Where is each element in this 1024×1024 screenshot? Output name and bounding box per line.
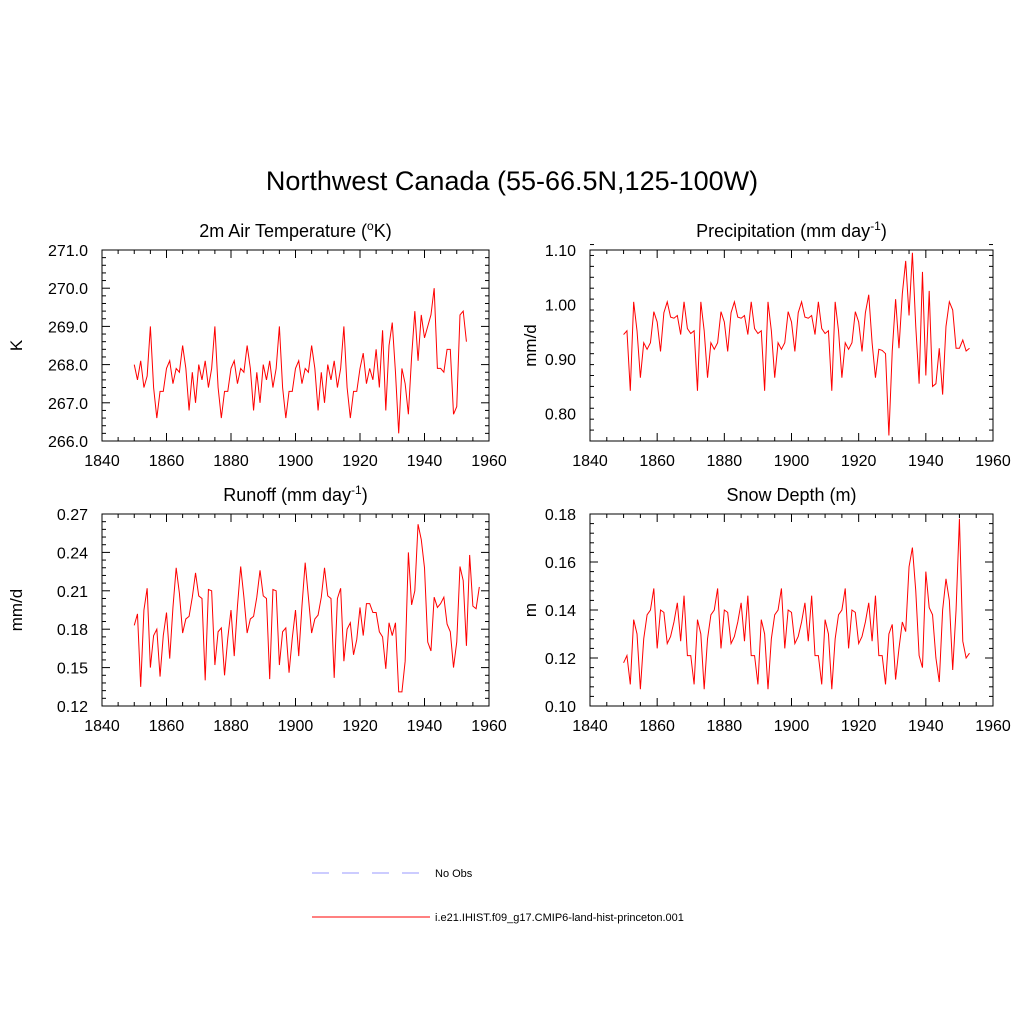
y-tick-label: 0.12 (57, 699, 88, 716)
x-tick-label: 1960 (975, 453, 1011, 470)
y-tick-label: 0.80 (545, 407, 576, 424)
x-tick-label: 1940 (908, 718, 944, 735)
y-tick-label: 0.24 (57, 545, 88, 562)
y-tick-label: 0.10 (545, 699, 576, 716)
x-tick-label: 1900 (774, 718, 810, 735)
panel-title-superscript: o (367, 219, 374, 233)
x-tick-label: 1840 (572, 718, 608, 735)
panel-title: Snow Depth (m) (726, 485, 856, 505)
y-tick-label: 271.0 (48, 243, 88, 260)
y-tick-label: 269.0 (48, 319, 88, 336)
series-line (133, 288, 467, 434)
legend: No Obs i.e21.IHIST.f09_g17.CMIP6-land-his… (312, 868, 684, 924)
panel-title-main: Runoff (mm day (223, 485, 351, 505)
y-axis-label: m (521, 603, 540, 617)
panel-title-tail: ) (362, 485, 368, 505)
panel-title: Runoff (mm day-1) (223, 483, 367, 505)
panel-air-temperature: 1840 1860 1880 1900 1920 1940 1960 266.0 267.0 26… (7, 219, 507, 470)
x-tick-label: 1840 (84, 718, 120, 735)
x-tick-label: 1900 (278, 718, 314, 735)
x-tick-label: 1940 (407, 453, 443, 470)
x-tick-label: 1860 (639, 453, 675, 470)
plot-frame (101, 249, 490, 442)
x-tick-label: 1840 (572, 453, 608, 470)
y-axis-label: mm/d (521, 324, 540, 367)
x-tick-label: 1840 (84, 453, 120, 470)
panel-runoff: 1840 1860 1880 1900 1920 1940 1960 0.12 0.15 0.18… (7, 483, 507, 735)
legend-label: No Obs (435, 868, 473, 880)
y-tick-label: 267.0 (48, 396, 88, 413)
x-tick-label: 1960 (975, 718, 1011, 735)
x-tick-label: 1920 (841, 718, 877, 735)
plot-frame (589, 249, 994, 442)
x-tick-label: 1900 (278, 453, 314, 470)
x-tick-label: 1920 (841, 453, 877, 470)
y-tick-label: 1.00 (545, 298, 576, 315)
panel-title-main: 2m Air Temperature ( (199, 221, 367, 241)
x-tick-label: 1880 (707, 453, 743, 470)
x-tick-label: 1880 (213, 453, 249, 470)
series-line (623, 252, 970, 436)
panel-title: Precipitation (mm day-1) (696, 219, 887, 241)
y-tick-label: 268.0 (48, 358, 88, 375)
y-axis-label: K (7, 339, 26, 351)
y-tick-label: 0.14 (545, 603, 576, 620)
x-tick-label: 1860 (149, 718, 185, 735)
y-tick-label: 0.18 (545, 507, 576, 524)
x-tick-label: 1960 (471, 718, 507, 735)
x-tick-label: 1940 (908, 453, 944, 470)
y-tick-label: 0.18 (57, 622, 88, 639)
x-tick-label: 1860 (149, 453, 185, 470)
y-axis-label: mm/d (7, 589, 26, 632)
series-line (133, 524, 480, 693)
x-tick-label: 1880 (213, 718, 249, 735)
y-tick-label: 1.10 (545, 243, 576, 260)
x-tick-label: 1960 (471, 453, 507, 470)
panel-title-tail: ) (881, 221, 887, 241)
panel-title: 2m Air Temperature (oK) (199, 219, 391, 241)
x-tick-label: 1920 (342, 718, 378, 735)
y-tick-label: 0.15 (57, 661, 88, 678)
y-tick-label: 0.16 (545, 555, 576, 572)
panel-precipitation: 1840 1860 1880 1900 1920 1940 1960 0.80 0.90 1.00… (521, 219, 1011, 470)
y-tick-label: 270.0 (48, 281, 88, 298)
legend-label: i.e21.IHIST.f09_g17.CMIP6-land-hist-prin… (435, 912, 684, 924)
panel-title-main: Snow Depth (m) (726, 485, 856, 505)
panel-title-superscript: -1 (870, 219, 881, 233)
y-tick-label: 0.12 (545, 651, 576, 668)
y-tick-label: 266.0 (48, 434, 88, 451)
y-tick-label: 0.27 (57, 507, 88, 524)
panel-snow-depth: 1840 1860 1880 1900 1920 1940 1960 0.10 0.12 0.14… (521, 485, 1011, 735)
x-tick-label: 1940 (407, 718, 443, 735)
series-line (623, 518, 970, 690)
x-tick-label: 1920 (342, 453, 378, 470)
x-tick-label: 1880 (707, 718, 743, 735)
panel-title-superscript: -1 (351, 483, 362, 497)
y-tick-label: 0.90 (545, 352, 576, 369)
panel-title-tail: K) (374, 221, 392, 241)
x-tick-label: 1860 (639, 718, 675, 735)
panel-title-main: Precipitation (mm day (696, 221, 870, 241)
x-tick-label: 1900 (774, 453, 810, 470)
y-tick-label: 0.21 (57, 584, 88, 601)
page-title: Northwest Canada (55-66.5N,125-100W) (265, 166, 759, 196)
